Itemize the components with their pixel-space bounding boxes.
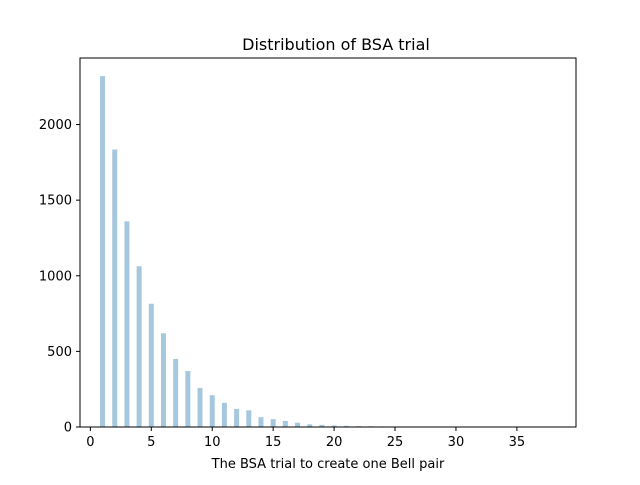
bar-12 <box>234 409 239 427</box>
plot-frame <box>80 58 576 427</box>
bar-11 <box>222 403 227 427</box>
bar-4 <box>137 266 142 427</box>
bar-9 <box>198 388 203 427</box>
bar-3 <box>124 221 129 427</box>
y-axis-ticks: 0 500 1000 1500 2000 <box>39 118 80 435</box>
bar-6 <box>161 333 166 427</box>
bar-16 <box>283 421 288 427</box>
chart-title: Distribution of BSA trial <box>242 35 430 54</box>
bar-10 <box>210 395 215 427</box>
bar-13 <box>246 410 251 427</box>
y-tick-label-1000: 1000 <box>39 269 72 284</box>
x-tick-label-5: 5 <box>147 435 155 450</box>
bar-1 <box>100 76 105 427</box>
bar-7 <box>173 359 178 427</box>
bar-8 <box>185 371 190 427</box>
x-axis-ticks: 0 5 10 15 20 25 30 35 <box>86 427 525 450</box>
y-tick-label-1500: 1500 <box>39 194 72 209</box>
y-tick-label-2000: 2000 <box>39 118 72 133</box>
x-tick-label-10: 10 <box>204 435 221 450</box>
x-tick-label-15: 15 <box>265 435 282 450</box>
bar-15 <box>271 419 276 427</box>
x-tick-label-35: 35 <box>509 435 526 450</box>
bar-14 <box>258 417 263 427</box>
bar-2 <box>112 149 117 427</box>
bar-17 <box>295 423 300 427</box>
y-tick-label-0: 0 <box>64 421 72 436</box>
x-tick-label-25: 25 <box>387 435 404 450</box>
y-tick-label-500: 500 <box>47 345 72 360</box>
bar-5 <box>149 304 154 427</box>
x-tick-label-30: 30 <box>448 435 465 450</box>
bars-layer <box>100 76 397 427</box>
x-axis-label: The BSA trial to create one Bell pair <box>211 457 445 472</box>
x-tick-label-0: 0 <box>86 435 94 450</box>
x-tick-label-20: 20 <box>326 435 343 450</box>
